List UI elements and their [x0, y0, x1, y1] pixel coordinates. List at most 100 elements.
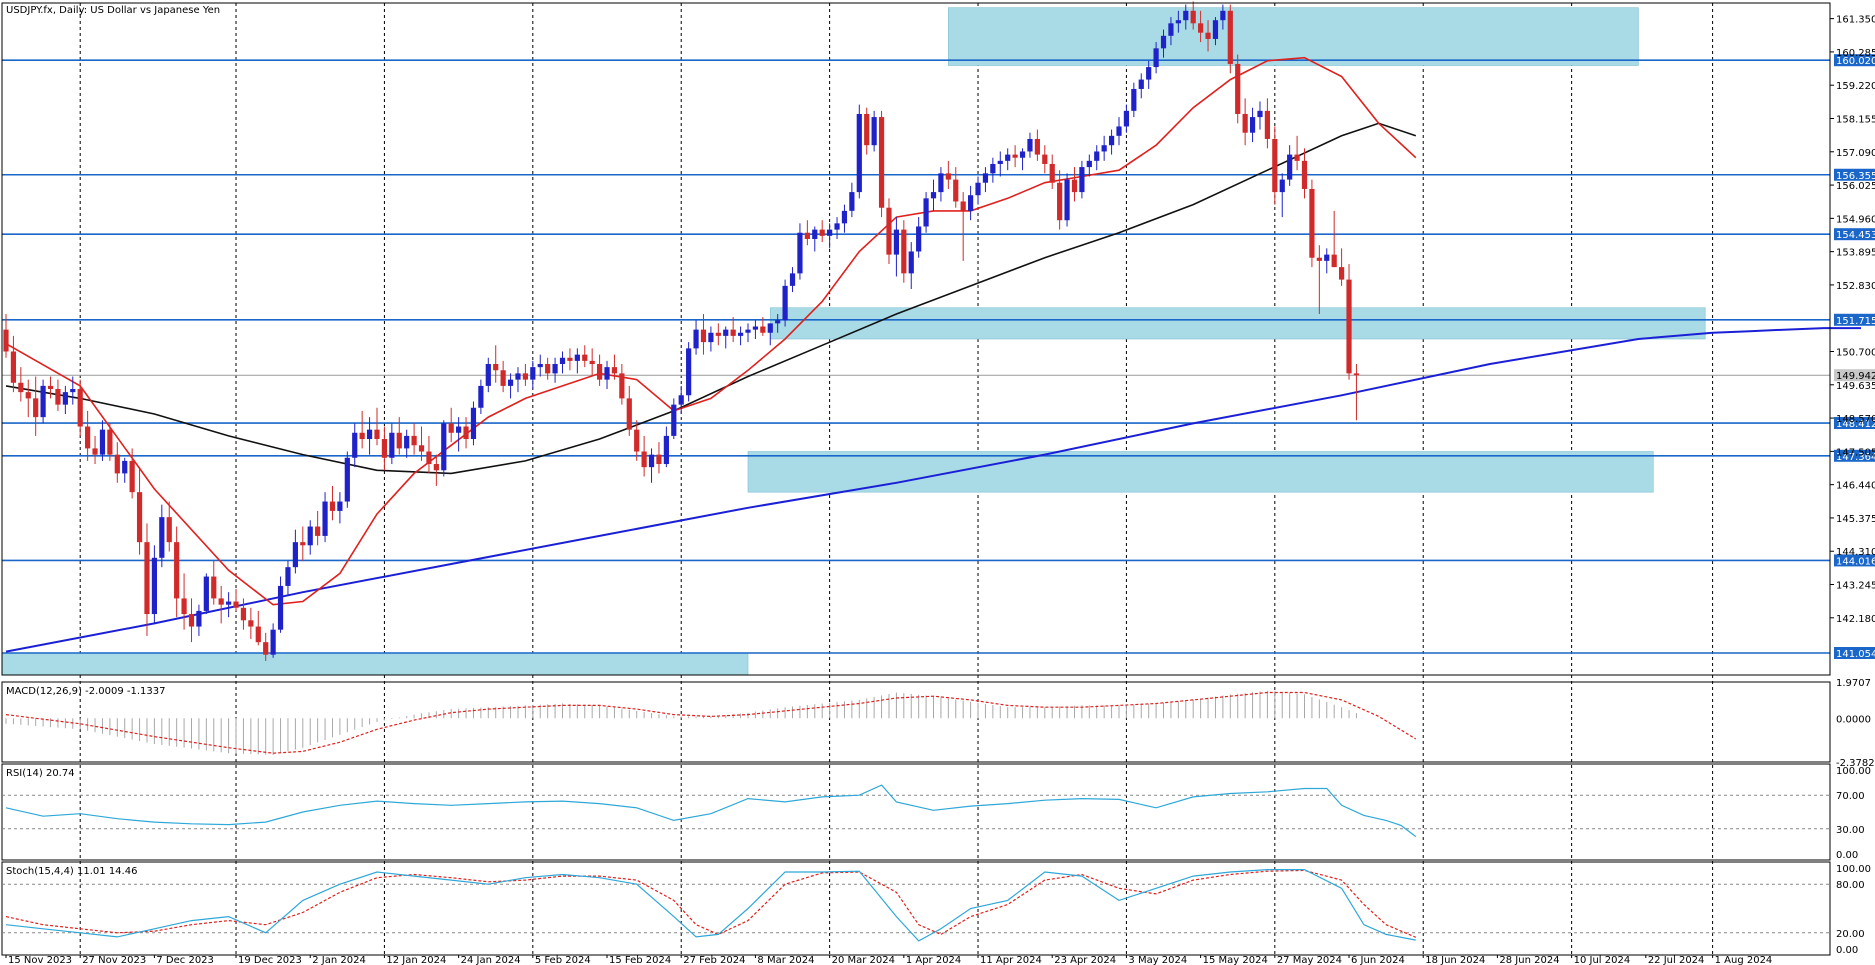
- time-tick-label: 7 Dec 2023: [156, 955, 214, 965]
- candle-body: [1264, 110, 1270, 139]
- candle-body: [1331, 254, 1337, 268]
- candle-body: [62, 392, 68, 405]
- time-tick-label: 23 Apr 2024: [1054, 955, 1116, 965]
- panel-frame: [1, 861, 1831, 956]
- candle-body: [470, 407, 477, 440]
- candle-body: [819, 229, 825, 236]
- candle-body: [322, 501, 328, 536]
- time-tick-label: 8 Mar 2024: [757, 955, 814, 965]
- candle-body: [1205, 32, 1211, 39]
- time-tick-label: 18 Jun 2024: [1425, 955, 1485, 965]
- candle-body: [129, 460, 135, 493]
- candle-body: [18, 382, 24, 393]
- candle-body: [1123, 110, 1130, 127]
- candle-body: [196, 610, 202, 627]
- candle-body: [686, 348, 692, 396]
- candle-body: [530, 367, 536, 380]
- candle-body: [1257, 110, 1263, 118]
- candle-body: [1064, 179, 1070, 221]
- level-price-label: 160.020: [1836, 56, 1875, 67]
- indicator-panels: [1, 2, 1831, 956]
- candle-body: [582, 354, 588, 361]
- candle-body: [522, 373, 528, 380]
- candle-body: [1301, 160, 1308, 189]
- candle-body: [856, 113, 862, 193]
- candle-body: [1049, 163, 1055, 183]
- time-tick-label: 2 Jan 2024: [312, 955, 366, 965]
- candle-body: [552, 364, 558, 374]
- candle-body: [151, 557, 157, 615]
- candle-body: [1339, 267, 1345, 280]
- price-tick-label: 157.090: [1836, 148, 1875, 159]
- time-axis: 15 Nov 2023 27 Nov 2023 7 Dec 2023 19 Dec 2…: [5, 955, 1772, 965]
- candle-body: [1153, 48, 1159, 68]
- candle-body: [85, 426, 91, 449]
- candle-body: [1086, 160, 1092, 168]
- price-tick-label: 158.155: [1836, 114, 1875, 125]
- time-tick-label: 1 Apr 2024: [906, 955, 961, 965]
- candle-body: [329, 501, 336, 511]
- candle-body: [47, 385, 54, 390]
- level-price-tag: [1834, 228, 1875, 241]
- candle-body: [648, 454, 655, 468]
- candle-body: [715, 332, 721, 336]
- level-price-label: 148.412: [1836, 419, 1875, 430]
- time-tick-label: 27 Nov 2023: [82, 955, 146, 965]
- time-tick-label: 24 Jan 2024: [461, 955, 521, 965]
- price-tick-label: 147.505: [1836, 447, 1875, 458]
- horizontal-levels: [2, 59, 1830, 654]
- price-tick-label: 146.440: [1836, 481, 1875, 492]
- candle-body: [730, 329, 736, 336]
- candle-body: [804, 232, 810, 239]
- candle-body: [923, 198, 929, 227]
- candle-body: [1116, 126, 1122, 136]
- candle-body: [1042, 154, 1048, 164]
- candle-body: [871, 117, 877, 146]
- candle-body: [1131, 88, 1137, 111]
- candle-body: [700, 329, 707, 343]
- candle-body: [507, 379, 514, 386]
- level-price-tag: [1834, 54, 1875, 67]
- price-tick-label: 152.830: [1836, 281, 1875, 292]
- candle-body: [159, 517, 165, 558]
- time-tick-label: 11 Apr 2024: [980, 955, 1042, 965]
- time-tick-label: 10 Jul 2024: [1574, 955, 1631, 965]
- candle-body: [493, 364, 499, 371]
- candle-body: [389, 432, 395, 458]
- rsi-axis-label: 0.00: [1836, 850, 1858, 861]
- stoch-k-line: [5, 868, 1416, 942]
- candle-body: [3, 329, 9, 352]
- candle-body: [797, 232, 803, 274]
- stoch-d-line: [5, 869, 1417, 938]
- candle-body: [515, 373, 521, 380]
- candle-body: [1146, 67, 1152, 80]
- candle-body: [1057, 182, 1063, 221]
- candle-body: [1168, 23, 1174, 36]
- time-tick-label: 15 May 2024: [1203, 955, 1268, 965]
- stoch-axis-label: 20.00: [1836, 929, 1865, 940]
- candle-body: [292, 542, 298, 568]
- time-tick-label: 5 Feb 2024: [535, 955, 591, 965]
- candle-body: [456, 426, 462, 433]
- candle-body: [1316, 257, 1322, 261]
- candle-body: [1287, 154, 1293, 180]
- candle-body: [478, 385, 484, 408]
- candle-body: [1309, 188, 1315, 258]
- time-tick-label: 28 Jun 2024: [1499, 955, 1559, 965]
- candle-body: [708, 332, 714, 343]
- time-tick-label: 15 Feb 2024: [609, 955, 671, 965]
- candle-body: [255, 626, 261, 643]
- candle-body: [1346, 279, 1352, 374]
- candle-body: [1183, 10, 1189, 21]
- stoch-axis-label: 0.00: [1836, 945, 1858, 956]
- candle-body: [619, 373, 625, 399]
- candle-body: [240, 607, 247, 621]
- candle-body: [916, 226, 922, 252]
- candle-body: [767, 323, 773, 333]
- candle-body: [166, 517, 172, 543]
- candle-body: [908, 251, 914, 274]
- candle-body: [834, 223, 840, 230]
- ma50-line: [5, 122, 1417, 475]
- candle-body: [663, 435, 669, 465]
